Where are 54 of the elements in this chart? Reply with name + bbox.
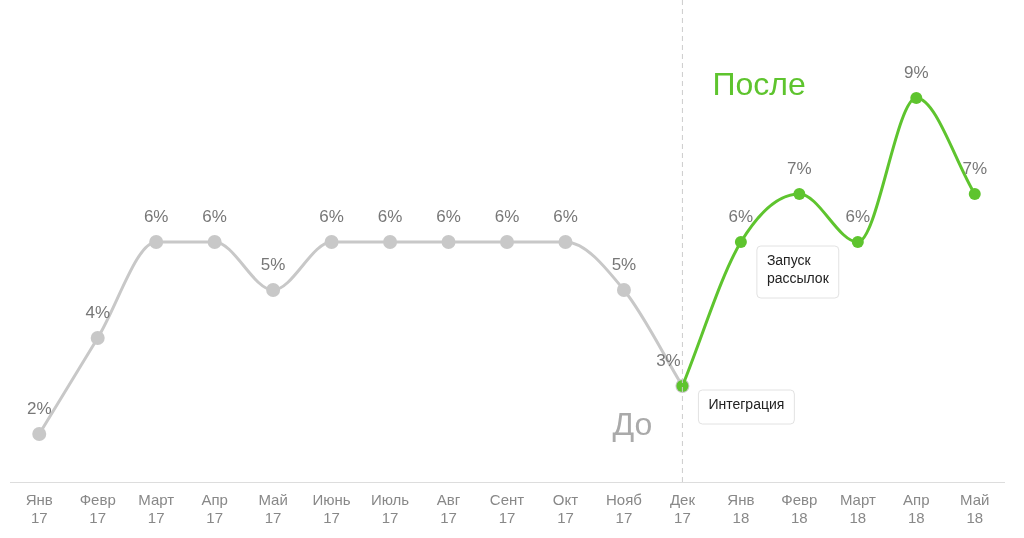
data-label: 6% [728, 207, 754, 227]
point [324, 235, 339, 249]
data-label: 2% [26, 399, 52, 419]
x-tick-label: Июль 17 [370, 491, 410, 527]
data-label: 6% [553, 207, 578, 227]
point [441, 235, 456, 249]
point [558, 235, 573, 249]
point [149, 235, 164, 249]
data-label: 3% [656, 351, 681, 371]
point [910, 92, 923, 104]
point [851, 236, 864, 248]
x-tick-label: Сент 17 [489, 491, 525, 527]
point [32, 427, 47, 441]
data-label: 7% [787, 159, 812, 179]
x-tick-label: Авг 17 [436, 491, 461, 527]
point [383, 235, 398, 249]
x-tick-label: Дек 17 [669, 491, 696, 527]
data-label: 4% [85, 303, 110, 323]
point [207, 235, 222, 249]
x-tick-label: Апр 17 [201, 491, 228, 527]
x-tick-label: Май 17 [258, 491, 288, 527]
data-label: 6% [377, 207, 403, 227]
point [500, 235, 514, 249]
x-tick-label: Март 18 [839, 491, 876, 527]
series-label: До [612, 405, 653, 442]
x-tick-label: Февр 17 [79, 491, 116, 527]
x-tick-label: Янв 17 [25, 491, 53, 527]
data-label: 6% [494, 207, 520, 227]
x-tick-label: Май 18 [960, 491, 990, 527]
annotation: Интеграция [708, 395, 785, 412]
point [616, 283, 631, 297]
x-tick-label: Окт 17 [552, 491, 579, 527]
data-label: 5% [611, 255, 637, 275]
x-tick-label: Нояб 17 [606, 491, 642, 527]
data-label: 6% [143, 207, 169, 227]
data-label: 6% [845, 207, 871, 227]
annotation: Запуск рассылок [766, 251, 830, 286]
text: После [712, 65, 806, 102]
point [266, 283, 281, 297]
x-tick-label: Март 17 [138, 491, 175, 527]
data-label: 6% [319, 207, 344, 227]
data-label: 9% [904, 63, 929, 83]
x-tick-label: Янв 18 [727, 491, 755, 527]
data-label: 7% [962, 159, 988, 179]
x-tick-label: Апр 18 [903, 491, 930, 527]
data-label: 6% [202, 207, 227, 227]
x-tick-label: Февр 18 [781, 491, 818, 527]
data-label: 5% [260, 255, 286, 275]
point [968, 188, 981, 200]
data-label: 6% [436, 207, 461, 227]
point [90, 331, 105, 345]
point [793, 188, 806, 200]
point [734, 236, 747, 248]
x-tick-label: Июнь 17 [312, 491, 351, 527]
